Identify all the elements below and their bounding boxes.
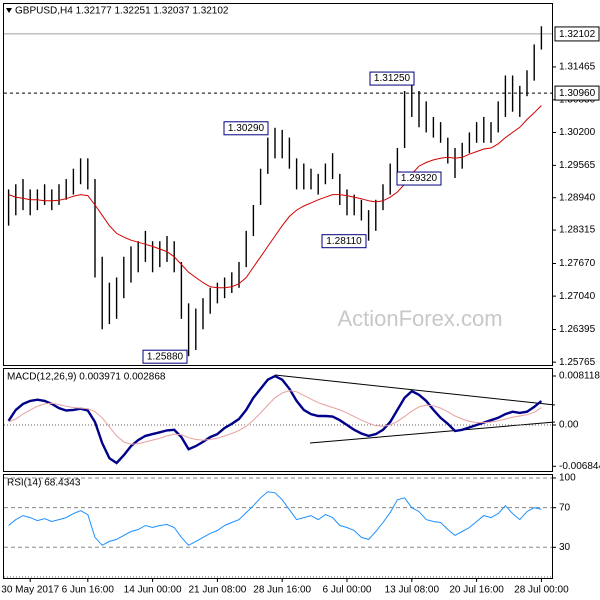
y-tick-label: 1.25765 [559,357,596,368]
macd-panel [3,368,553,472]
y-tick-label: 0.00 [559,420,579,431]
x-tick-label: 6 Jun 16:00 [62,585,115,596]
y-tick-label: 1.28315 [559,225,596,236]
y-tick-label: 30 [559,542,571,553]
macd-title: MACD(12,26,9) 0.003971 0.002868 [7,372,166,383]
chart-title: GBPUSD,H4 1.32177 1.32251 1.32037 1.3210… [15,6,229,17]
y-tick-label: 1.30200 [559,127,596,138]
price-marker-label: 1.32102 [559,29,596,40]
annotation-label: 1.25880 [147,351,184,362]
price-panel [3,3,553,366]
annotation-box [223,121,269,136]
y-tick-label: 1.27670 [559,258,596,269]
x-tick-label: 21 Jun 08:00 [188,585,246,596]
price-marker-label: 1.30960 [559,88,596,99]
annotation-box [142,349,188,364]
annotation-box [321,234,367,249]
y-tick-label: 1.26395 [559,324,596,335]
annotation-box [369,71,415,86]
y-tick-label: 100 [559,473,576,484]
x-tick-label: 13 Jul 08:00 [385,585,440,596]
y-tick-label: 1.27040 [559,291,596,302]
annotation-box [396,171,442,186]
watermark: ActionForex.com [337,306,502,331]
annotation-label: 1.28110 [326,236,362,247]
y-tick-label: 70 [559,502,571,513]
annotation-label: 1.31250 [374,73,411,84]
y-tick-label: -0.006844 [559,461,600,472]
y-tick-label: 1.31465 [559,62,596,73]
annotation-label: 1.30290 [228,123,265,134]
rsi-panel [3,474,553,579]
indicator-line [7,374,543,465]
y-tick-label: 0.008118 [559,371,600,382]
x-tick-label: 30 May 2017 [1,585,59,596]
indicator-line [8,491,542,546]
price-marker-box [554,85,600,101]
y-tick-label: 1.29565 [559,160,596,171]
y-tick-label: 1.28940 [559,192,596,203]
trend-line [274,374,556,406]
moving-average [8,105,542,289]
x-tick-label: 28 Jul 00:00 [514,585,569,596]
indicator-line [8,390,542,445]
x-tick-label: 6 Jul 00:00 [323,585,372,596]
x-tick-label: 20 Jul 16:00 [449,585,504,596]
rsi-title: RSI(14) 68.4343 [7,478,81,489]
price-marker-box [554,26,600,42]
x-tick-label: 28 Jun 16:00 [253,585,311,596]
x-tick-label: 14 Jun 00:00 [124,585,182,596]
symbol-icon [6,8,12,13]
annotation-label: 1.29320 [401,173,438,184]
